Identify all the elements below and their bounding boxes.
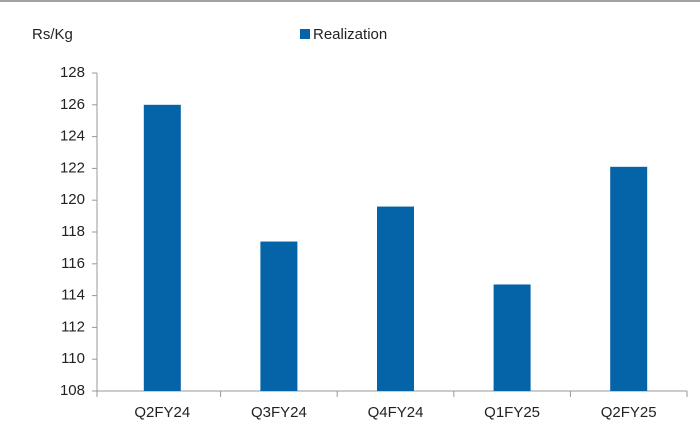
y-tick-label: 114	[61, 287, 85, 304]
bar	[143, 104, 181, 392]
legend-label: Realization	[313, 26, 387, 43]
y-tick-label: 120	[60, 191, 85, 208]
y-tick-label: 128	[60, 64, 85, 81]
x-tick-label: Q3FY24	[251, 404, 307, 421]
bar	[493, 284, 531, 391]
y-tick-label: 116	[61, 255, 85, 272]
bar	[377, 206, 414, 391]
x-tick-label: Q1FY25	[484, 404, 540, 421]
y-tick-label: 124	[60, 128, 85, 145]
y-tick-label: 122	[60, 159, 85, 176]
y-tick-label: 126	[60, 96, 85, 113]
y-tick-label: 118	[61, 223, 85, 240]
x-tick-label: Q4FY24	[368, 404, 424, 421]
y-tick-label: 108	[60, 382, 85, 399]
bar	[260, 241, 298, 391]
bar	[610, 166, 648, 391]
y-tick-label: 112	[61, 318, 85, 335]
y-tick-label: 110	[61, 350, 85, 367]
y-axis-label: Rs/Kg	[32, 26, 73, 43]
x-tick-label: Q2FY25	[601, 404, 657, 421]
x-tick-label: Q2FY24	[134, 404, 190, 421]
legend-swatch	[300, 29, 310, 39]
